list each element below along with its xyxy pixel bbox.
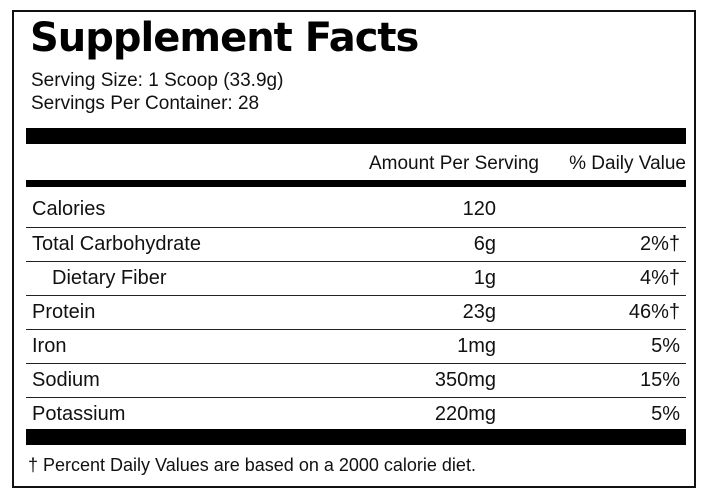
nutrient-amount: 1mg (457, 335, 496, 357)
nutrient-name: Sodium (32, 369, 100, 391)
nutrient-daily-value: 46%† (628, 301, 680, 323)
nutrient-amount: 120 (462, 198, 496, 220)
thick-divider-top (26, 128, 686, 144)
nutrient-name: Potassium (32, 403, 126, 425)
serving-size: Serving Size: 1 Scoop (33.9g) (31, 70, 284, 91)
nutrient-amount: 220mg (434, 403, 496, 425)
supplement-facts-panel: Supplement Facts Serving Size: 1 Scoop (… (12, 10, 696, 488)
nutrient-daily-value: 5% (651, 335, 680, 357)
nutrient-amount: 1g (473, 267, 496, 289)
nutrient-daily-value: 5% (651, 403, 680, 425)
footnote: † Percent Daily Values are based on a 20… (28, 455, 476, 475)
nutrient-daily-value: 15% (639, 369, 680, 391)
nutrient-daily-value: 2%† (639, 233, 680, 255)
daily-value-header: % Daily Value (569, 153, 686, 174)
thick-divider-bottom (26, 429, 686, 445)
nutrient-row-calories: Calories 120 (26, 193, 686, 227)
nutrient-row-iron: Iron 1mg 5% (26, 329, 686, 363)
nutrient-amount: 23g (462, 301, 496, 323)
nutrient-daily-value: 4%† (639, 267, 680, 289)
nutrient-name: Calories (32, 198, 106, 220)
nutrient-name: Dietary Fiber (52, 267, 167, 289)
nutrient-row-total-carbohydrate: Total Carbohydrate 6g 2%† (26, 227, 686, 261)
nutrient-row-potassium: Potassium 220mg 5% (26, 397, 686, 431)
nutrient-row-dietary-fiber: Dietary Fiber 1g 4%† (26, 261, 686, 295)
panel-title: Supplement Facts (30, 15, 419, 61)
amount-per-serving-header: Amount Per Serving (368, 153, 539, 174)
nutrient-table: Calories 120 Total Carbohydrate 6g 2%† D… (14, 193, 698, 429)
nutrient-name: Iron (32, 335, 67, 357)
nutrient-row-protein: Protein 23g 46%† (26, 295, 686, 329)
nutrient-name: Total Carbohydrate (32, 233, 201, 255)
nutrient-amount: 350mg (434, 369, 496, 391)
medium-divider (26, 180, 686, 187)
nutrient-amount: 6g (473, 233, 496, 255)
nutrient-name: Protein (32, 301, 96, 323)
nutrient-row-sodium: Sodium 350mg 15% (26, 363, 686, 397)
servings-per-container: Servings Per Container: 28 (31, 93, 260, 114)
